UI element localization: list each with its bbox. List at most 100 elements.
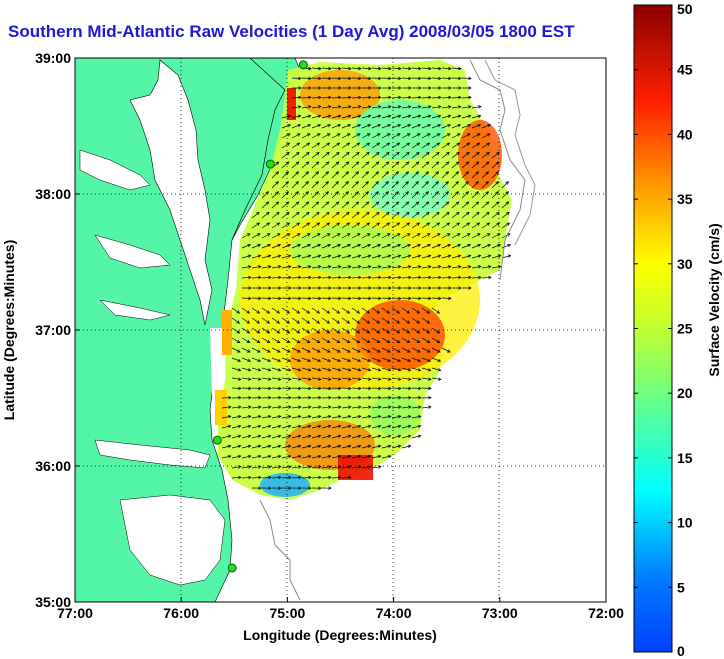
- colorbar-tick-label: 5: [677, 579, 685, 595]
- velocity-arrow: [331, 455, 341, 459]
- velocity-arrow-head: [435, 191, 439, 195]
- velocity-arrow-head: [377, 254, 382, 258]
- velocity-arrow: [431, 276, 441, 279]
- velocity-arrow-head: [316, 330, 321, 334]
- velocity-arrow-head: [297, 405, 302, 409]
- velocity-arrow-head: [328, 386, 332, 391]
- velocity-arrow-head: [477, 123, 482, 128]
- velocity-arrow-head: [275, 171, 279, 175]
- velocity-arrow: [281, 327, 290, 334]
- velocity-arrow: [401, 377, 411, 380]
- velocity-arrow: [491, 255, 501, 259]
- velocity-arrow-head: [447, 114, 452, 118]
- velocity-arrow-head: [358, 386, 362, 391]
- velocity-arrow-head: [375, 201, 380, 205]
- velocity-arrow-head: [257, 377, 262, 381]
- velocity-arrow-head: [446, 133, 451, 137]
- velocity-arrow: [401, 415, 411, 419]
- field-patch-orange-strip: [222, 310, 232, 355]
- velocity-arrow-head: [268, 296, 272, 301]
- velocity-arrow-head: [347, 377, 352, 381]
- velocity-arrow: [331, 445, 341, 449]
- velocity-arrow: [311, 406, 321, 409]
- velocity-arrow-head: [436, 330, 441, 334]
- velocity-arrow: [271, 233, 281, 239]
- velocity-arrow: [231, 406, 241, 409]
- velocity-arrow-head: [237, 349, 241, 353]
- velocity-arrow: [341, 106, 351, 109]
- velocity-arrow-head: [416, 151, 420, 156]
- velocity-arrow: [321, 307, 330, 314]
- velocity-arrow: [291, 327, 300, 334]
- velocity-arrow: [301, 142, 310, 149]
- velocity-arrow: [331, 276, 341, 279]
- velocity-arrow: [331, 222, 340, 229]
- velocity-arrow: [321, 222, 330, 229]
- velocity-arrow-head: [337, 377, 342, 381]
- velocity-arrow-head: [436, 151, 440, 156]
- velocity-arrow: [271, 367, 281, 371]
- velocity-arrow: [341, 133, 351, 139]
- velocity-arrow: [361, 191, 369, 199]
- velocity-arrow: [461, 124, 471, 129]
- velocity-arrow-head: [467, 105, 472, 109]
- velocity-arrow: [501, 233, 511, 239]
- velocity-arrow-head: [296, 151, 300, 156]
- velocity-arrow: [461, 201, 469, 209]
- velocity-arrow-head: [295, 161, 300, 165]
- field-patch-orange-ne: [458, 120, 502, 190]
- velocity-arrow: [441, 191, 449, 199]
- velocity-arrow: [301, 276, 311, 279]
- velocity-arrow-head: [297, 358, 302, 363]
- velocity-arrow: [331, 435, 341, 439]
- velocity-arrow-head: [398, 386, 402, 391]
- velocity-arrow-head: [395, 201, 400, 205]
- velocity-arrow-head: [307, 465, 312, 469]
- velocity-arrow: [411, 406, 421, 409]
- velocity-arrow-head: [287, 377, 292, 381]
- velocity-arrow-head: [357, 105, 362, 109]
- velocity-arrow-head: [247, 434, 252, 438]
- velocity-arrow-head: [336, 151, 340, 156]
- velocity-arrow: [421, 124, 431, 129]
- velocity-arrow: [371, 133, 381, 139]
- velocity-arrow: [481, 133, 491, 139]
- velocity-arrow: [361, 97, 372, 99]
- velocity-arrow-head: [297, 265, 302, 269]
- velocity-arrow: [341, 161, 349, 169]
- velocity-arrow: [381, 276, 391, 279]
- velocity-arrow-head: [405, 171, 409, 175]
- velocity-arrow: [461, 106, 471, 109]
- velocity-arrow-head: [368, 66, 372, 71]
- velocity-arrow: [381, 201, 389, 209]
- velocity-arrow: [311, 347, 321, 353]
- velocity-arrow: [421, 244, 431, 249]
- velocity-arrow: [271, 357, 281, 362]
- velocity-arrow-head: [366, 310, 370, 314]
- velocity-arrow-head: [438, 76, 442, 81]
- velocity-arrow-head: [247, 405, 252, 409]
- field-patch-green-south: [370, 395, 420, 435]
- velocity-arrow-head: [337, 114, 342, 118]
- field-patch-cyan-north: [355, 100, 445, 160]
- velocity-arrow: [421, 115, 431, 119]
- velocity-arrow: [401, 171, 409, 179]
- velocity-arrow-head: [367, 465, 372, 469]
- velocity-arrow: [351, 233, 361, 239]
- velocity-arrow: [301, 415, 311, 419]
- velocity-arrow: [331, 367, 341, 371]
- velocity-arrow: [401, 357, 411, 362]
- velocity-arrow-head: [425, 161, 430, 165]
- velocity-arrow: [471, 244, 481, 249]
- velocity-arrow-head: [448, 286, 452, 290]
- velocity-arrow: [391, 255, 401, 259]
- velocity-arrow: [301, 77, 312, 79]
- velocity-arrow: [461, 152, 470, 159]
- velocity-arrow: [351, 212, 360, 219]
- velocity-arrow-head: [448, 296, 452, 301]
- velocity-arrow: [291, 97, 302, 99]
- velocity-arrow: [341, 244, 351, 249]
- velocity-arrow-head: [325, 201, 330, 205]
- velocity-arrow: [281, 191, 289, 199]
- velocity-arrow-head: [297, 105, 302, 109]
